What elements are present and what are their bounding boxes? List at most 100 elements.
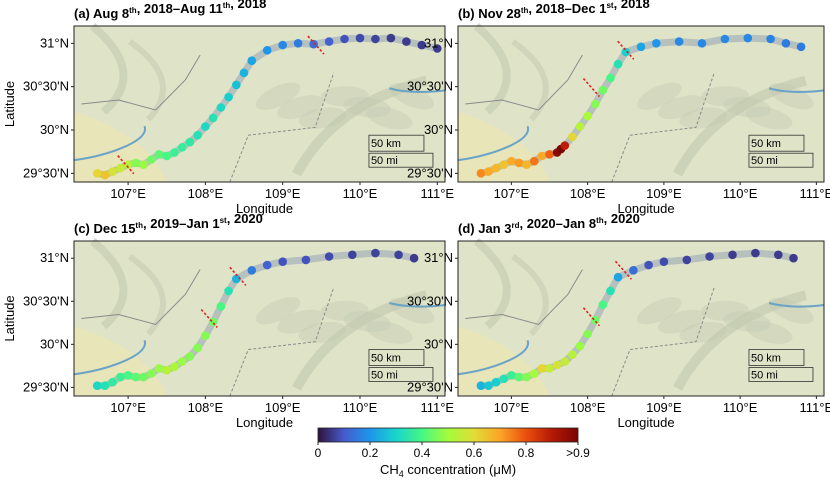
ch4-point [575, 122, 585, 131]
x-tick-label: 109°E [646, 186, 682, 201]
y-tick-label: 29°30'N [23, 165, 69, 180]
y-tick-label: 30°30'N [407, 79, 453, 94]
panel-frame [73, 240, 446, 397]
ch4-point [514, 158, 524, 168]
x-tick-label: 110°E [723, 186, 758, 201]
ch4-point [514, 372, 524, 382]
x-tick-label: 108°E [570, 186, 606, 201]
ch4-point [371, 248, 380, 258]
colorbar-tick-label: 0.4 [414, 446, 431, 460]
map-panel-a: 50 km 50 mi (a) Aug 8th, 2018–Aug 11th, 20… [2, 0, 454, 216]
river-line [457, 125, 530, 162]
ch4-point [781, 39, 791, 48]
x-tick-label: 110°E [343, 400, 378, 415]
x-tick-label: 107°E [494, 186, 530, 201]
ch4-point [247, 266, 257, 275]
dam-marker [229, 266, 247, 286]
ch4-point [232, 274, 241, 284]
ch4-point [262, 46, 272, 55]
ch4-point [154, 150, 164, 159]
dam-marker [117, 155, 135, 175]
river-line [768, 302, 825, 308]
scalebar-mi-box [748, 152, 814, 168]
y-tick-label: 30°N [40, 336, 69, 351]
scalebar-mi-box [748, 367, 814, 382]
ch4-point [309, 39, 318, 49]
ch4-point [247, 56, 257, 65]
x-tick-label: 111°E [800, 186, 830, 201]
y-tick-label: 30°N [424, 336, 453, 351]
y-axis-label: Latitude [2, 81, 17, 127]
x-tick-label: 110°E [723, 400, 758, 415]
ch4-point [484, 167, 493, 176]
panel-frame [457, 25, 825, 183]
ch4-point [499, 374, 509, 384]
ch4-point [108, 167, 117, 176]
scalebar-km-box [748, 349, 805, 366]
ch4-point [476, 169, 486, 178]
scalebar-mi-label: 50 mi [371, 370, 398, 382]
ch4-point [491, 163, 501, 173]
ch4-point [177, 143, 187, 152]
ch4-point [147, 369, 156, 378]
ch4-point [476, 381, 486, 391]
x-tick-label: 109°E [265, 400, 301, 415]
x-tick-label: 108°E [188, 400, 224, 415]
ch4-point [201, 122, 210, 131]
scalebar-km-label: 50 km [371, 138, 401, 150]
ch4-point [743, 33, 753, 43]
ch4-point [590, 99, 600, 109]
colorbar-tick-label: 0.2 [362, 446, 379, 460]
colorbar-label: CH4 concentration (μM) [380, 462, 516, 479]
ch4-point [621, 47, 631, 57]
colorbar: 0 0.2 0.4 0.6 0.8 >0.9 CH4 concentration (μM) [315, 427, 590, 479]
ch4-point [507, 156, 516, 166]
ch4-point [386, 33, 396, 43]
ch4-point [177, 357, 187, 366]
ch4-point [116, 163, 125, 173]
ch4-point [92, 169, 102, 178]
x-tick-label: 107°E [494, 400, 530, 415]
colorbar-tick-label: 0 [315, 446, 322, 460]
dam-marker [617, 40, 635, 60]
colorbar-bar [317, 427, 579, 443]
ch4-point [568, 132, 577, 142]
ch4-point [598, 300, 608, 310]
scalebar-km-box [748, 134, 805, 152]
ch4-point [278, 257, 288, 267]
ch4-point [766, 34, 775, 44]
y-tick-label: 31°N [424, 35, 453, 50]
ch4-point [185, 137, 195, 147]
scalebar-mi-label: 50 mi [751, 370, 778, 382]
y-axis-label: Latitude [2, 295, 17, 341]
ch4-point [116, 372, 125, 382]
x-tick-label: 110°E [343, 186, 378, 201]
ch4-point [193, 130, 202, 140]
dam-marker [307, 35, 325, 55]
ch4-point [537, 151, 547, 161]
ch4-point [606, 286, 615, 296]
x-tick-label: 109°E [265, 186, 301, 201]
ch4-point [185, 352, 195, 361]
scalebar-km-label: 50 km [751, 353, 781, 365]
ch4-point [409, 253, 419, 263]
ch4-point [348, 250, 357, 260]
x-tick-label: 109°E [646, 400, 682, 415]
ch4-point [682, 255, 692, 265]
river-line [768, 87, 825, 93]
ch4-point [402, 37, 411, 46]
ch4-point [324, 37, 334, 46]
ch4-point [522, 160, 531, 169]
x-axis-label: Longitude [236, 201, 293, 216]
ch4-point [590, 315, 600, 325]
ch4-point [147, 155, 156, 164]
map-panel-c: 50 km 50 mi (c) Dec 15th, 2019–Jan 1st, 20… [2, 211, 454, 430]
panel-title: (a) Aug 8th, 2018–Aug 11th, 2018 [74, 0, 266, 21]
ch4-point [224, 92, 233, 102]
scalebar-mi-label: 50 mi [371, 155, 398, 167]
colorbar-tick-label: 0.8 [518, 446, 535, 460]
ch4-point [720, 34, 730, 44]
ch4-point [162, 151, 172, 161]
ch4-point [545, 150, 554, 159]
